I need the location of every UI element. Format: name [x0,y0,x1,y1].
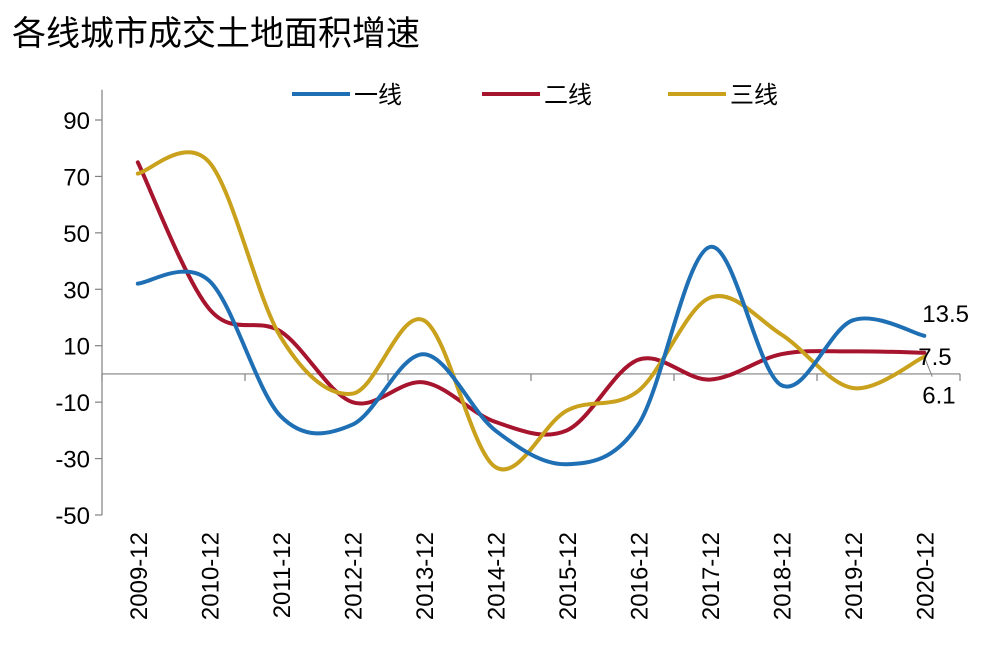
series-layer [135,150,927,472]
chart-title: 各线城市成交土地面积增速 [12,14,420,54]
y-tick-label: 30 [63,277,90,304]
x-tick-label: 2013-12 [412,532,439,620]
x-tick-label: 2016-12 [626,532,653,620]
x-tick-label: 2017-12 [698,532,725,620]
x-tick-label: 2015-12 [555,532,582,620]
x-tick-label: 2020-12 [912,532,939,620]
x-tick-label: 2009-12 [126,532,153,620]
legend-label: 三线 [730,81,778,109]
legend: 一线 二线 三线 [292,81,778,109]
y-tick-label: 50 [63,221,90,248]
end-value-label: 6.1 [922,383,955,410]
series-line-2 [135,160,927,437]
y-tick-label: -50 [55,503,90,530]
x-axis: 2009-12 2010-12 2011-12 2012-12 2013-12 2014-… [101,373,961,620]
x-tick-label: 2014-12 [483,532,510,620]
x-tick-label: 2012-12 [340,532,367,620]
y-tick-label: -10 [55,390,90,417]
series-line-3 [135,150,927,472]
series-line-1 [135,244,927,467]
legend-label: 二线 [544,81,592,109]
x-tick-label: 2010-12 [197,532,224,620]
y-tick-label: -30 [55,447,90,474]
y-tick-label: 70 [63,164,90,191]
legend-label: 一线 [354,81,402,109]
y-tick-label: 90 [63,108,90,135]
x-tick-label: 2019-12 [841,532,868,620]
end-value-label: 13.5 [922,301,969,328]
y-tick-label: 10 [63,334,90,361]
end-value-label: 7.5 [918,344,951,371]
end-labels: 13.5 7.5 6.1 [918,301,969,410]
leader-line [923,356,933,377]
y-axis: 90 70 50 30 10 -10 -30 -50 [55,89,103,530]
x-tick-label: 2011-12 [269,532,296,618]
x-tick-label: 2018-12 [769,532,796,620]
